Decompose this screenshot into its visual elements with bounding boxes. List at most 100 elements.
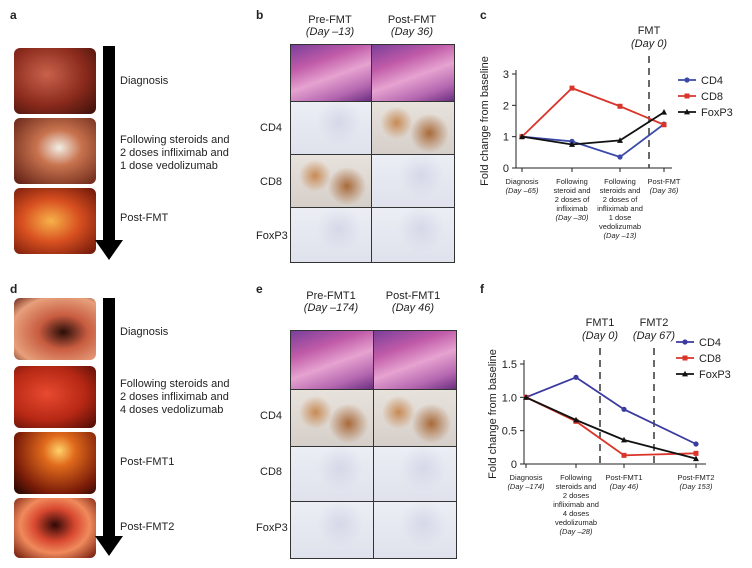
legend-label-cd8: CD8	[701, 91, 723, 103]
y-tick-label: 0	[503, 163, 509, 175]
event-day: (Day 0)	[582, 330, 618, 342]
event-label: FMT	[638, 25, 661, 37]
legend-label-cd4: CD4	[701, 75, 723, 87]
data-point-cd8	[569, 85, 575, 91]
x-category-label-line: steroids and	[556, 482, 597, 491]
panel-b-col2-day: (Day 36)	[390, 26, 434, 38]
data-point-cd4	[617, 154, 623, 160]
legend-marker	[682, 370, 688, 377]
panel-d-label-3: Post-FMT1	[120, 456, 175, 468]
x-category-day: (Day 153)	[680, 482, 713, 491]
data-point-foxp3	[693, 455, 699, 462]
histology-e-foxp3-post	[373, 501, 457, 559]
panel-e-row-cd4: CD4	[260, 410, 283, 422]
x-category-label-line: Diagnosis	[506, 177, 539, 186]
endoscopy-image-post-fmt	[14, 188, 96, 254]
x-category-label-line: 1 dose	[609, 213, 632, 222]
panel-b-row-cd4: CD4	[260, 122, 283, 134]
x-category-label: Diagnosis (Day –174)	[507, 473, 545, 491]
data-point-foxp3	[621, 436, 627, 443]
panel-d-label-2: Following steroids and 2 doses inflixima…	[120, 378, 230, 416]
data-point-cd4	[621, 406, 627, 412]
histology-e-cd8-post	[373, 446, 457, 502]
panel-d-label-1: Diagnosis	[120, 326, 169, 338]
legend-label-cd8: CD8	[699, 353, 721, 365]
histology-b-he-pre	[290, 44, 372, 102]
data-point-foxp3	[523, 394, 529, 400]
panel-a-label-1: Diagnosis	[120, 75, 169, 87]
histology-b-foxp3-post	[371, 207, 455, 263]
y-tick-label: 2	[503, 100, 509, 112]
x-category-label-line: Post-FMT2	[677, 473, 714, 482]
timeline-arrow-shaft-a	[103, 46, 115, 242]
panel-letter-d: d	[10, 282, 18, 296]
panel-e-col2-header: Post-FMT1 (Day 46)	[372, 290, 454, 314]
legend-label-foxp3: FoxP3	[701, 107, 733, 119]
histology-b-foxp3-pre	[290, 207, 372, 263]
timeline-arrow-shaft-d	[103, 298, 115, 538]
x-category-label-line: infliximab and	[553, 500, 599, 509]
y-axis-label: Fold change from baseline	[479, 56, 491, 186]
panel-letter-f: f	[480, 282, 484, 296]
data-point-foxp3	[617, 137, 623, 143]
endoscopy-image-d-post-treatment	[14, 366, 96, 428]
panel-b-col2-title: Post-FMT	[387, 14, 437, 26]
x-category-label: Following steroids and 2 doses of inflixima…	[597, 177, 643, 240]
x-category-label: Post-FMT2 (Day 153)	[677, 473, 714, 491]
event-day: (Day 67)	[633, 330, 676, 342]
x-category-day: (Day 36)	[650, 186, 679, 195]
x-category-day: (Day 46)	[610, 482, 639, 491]
x-category-label-line: infliximab	[556, 204, 587, 213]
x-category-label: Following steroids and 2 doses infliximab a…	[553, 473, 599, 536]
data-point-cd4	[573, 374, 579, 380]
legend-label-cd4: CD4	[699, 337, 721, 349]
x-category-label-line: infliximab and	[597, 204, 643, 213]
x-category-label-line: vedolizumab	[599, 222, 641, 231]
panel-d-label-4: Post-FMT2	[120, 521, 175, 533]
legend-marker	[684, 108, 690, 115]
x-category-label-line: steroids and	[600, 186, 641, 195]
x-category-label-line: steroid and	[553, 186, 590, 195]
x-category-day: (Day –174)	[507, 482, 545, 491]
histology-b-cd8-post	[371, 154, 455, 208]
panel-e-col1-header: Pre-FMT1 (Day –174)	[290, 290, 372, 314]
y-tick-label: 0.5	[502, 426, 517, 438]
data-point-foxp3	[569, 141, 575, 147]
panel-e-col2-title: Post-FMT1	[385, 290, 441, 302]
x-category-label-line: Following	[604, 177, 636, 186]
series-line-cd4	[525, 376, 697, 445]
series-line-cd8	[525, 396, 697, 457]
panel-e-col1-day: (Day –174)	[303, 302, 359, 314]
histology-b-he-post	[371, 44, 455, 102]
x-category-label-line: 2 doses of	[555, 195, 591, 204]
x-category-label-line: Following	[560, 473, 592, 482]
endoscopy-image-diagnosis	[14, 48, 96, 114]
timeline-arrowhead-d	[95, 536, 123, 556]
histology-e-cd4-pre	[290, 389, 374, 447]
histology-b-cd4-pre	[290, 101, 372, 155]
x-category-label-line: Diagnosis	[510, 473, 543, 482]
data-point-foxp3	[661, 109, 667, 115]
x-category-label: Post-FMT1 (Day 46)	[605, 473, 642, 491]
endoscopy-image-post-treatment	[14, 118, 96, 184]
data-point-cd8	[617, 103, 623, 109]
x-category-day: (Day –30)	[556, 213, 589, 222]
legend-marker	[682, 355, 688, 361]
panel-letter-c: c	[480, 8, 487, 22]
y-tick-label: 1.0	[502, 392, 517, 404]
x-category-day: (Day –13)	[604, 231, 637, 240]
y-axis-label: Fold change from baseline	[487, 349, 499, 479]
histology-e-cd4-post	[373, 389, 457, 447]
legend-marker	[684, 77, 690, 83]
panel-b-col1-header: Pre-FMT (Day –13)	[290, 14, 370, 38]
panel-letter-a: a	[10, 8, 17, 22]
panel-e-col1-title: Pre-FMT1	[306, 290, 356, 302]
series-line-cd4	[521, 123, 665, 159]
panel-e-row-cd8: CD8	[260, 466, 283, 478]
legend-marker	[682, 339, 688, 345]
histology-e-he-post	[373, 330, 457, 390]
endoscopy-image-d-diagnosis	[14, 298, 96, 360]
x-category-label-line: Post-FMT1	[605, 473, 642, 482]
